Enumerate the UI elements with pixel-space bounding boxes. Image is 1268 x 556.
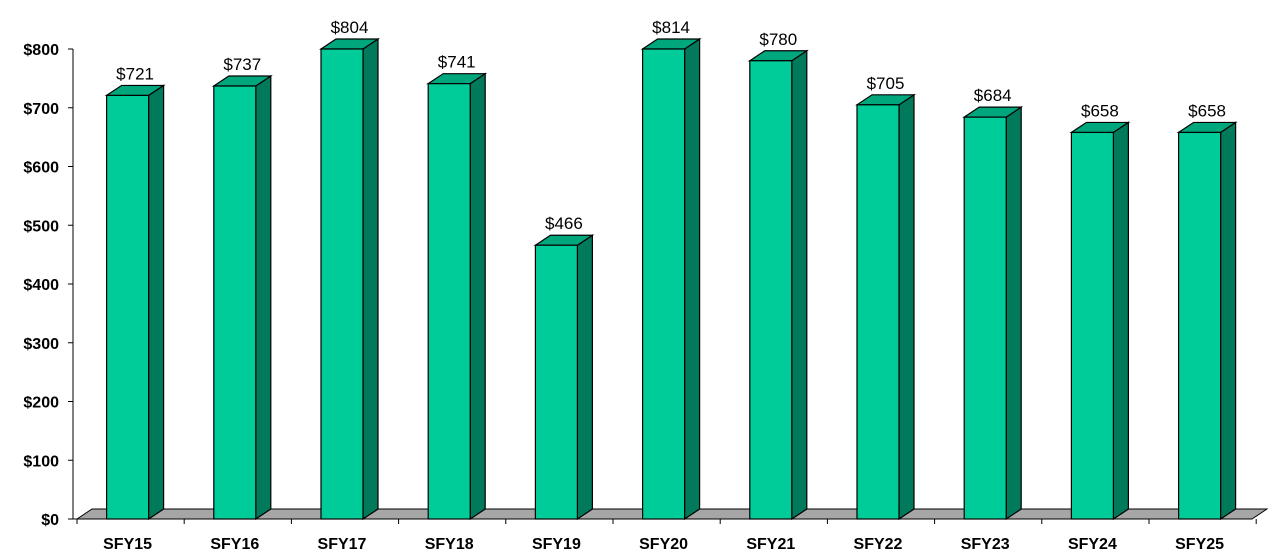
y-tick-label: $700 bbox=[23, 101, 59, 118]
data-label: $705 bbox=[867, 74, 905, 93]
bar-side-face bbox=[255, 74, 272, 521]
y-tick-label: $200 bbox=[23, 395, 59, 412]
data-label: $814 bbox=[652, 18, 690, 37]
y-tick-label: $100 bbox=[23, 453, 59, 470]
bar bbox=[855, 93, 916, 521]
y-axis: $0 $100 $200 $300 $400 $500 $600 $700 $800 bbox=[23, 42, 74, 529]
bar bbox=[640, 37, 702, 521]
y-tick-label: $500 bbox=[23, 218, 59, 235]
x-axis: SFY15 SFY16 SFY17 SFY18 SFY19 SFY20 SFY21 SFY22… bbox=[73, 518, 1257, 553]
y-tick-label: $600 bbox=[23, 160, 59, 177]
bar-side-face bbox=[898, 93, 915, 521]
data-label: $804 bbox=[331, 18, 369, 37]
x-tick-label: SFY22 bbox=[854, 536, 903, 553]
x-tick-label: SFY19 bbox=[532, 536, 581, 553]
bar bbox=[533, 234, 595, 521]
bar-side-face bbox=[1112, 121, 1130, 521]
bar-front-face bbox=[1070, 131, 1115, 520]
bar-front-face bbox=[1177, 131, 1222, 520]
bar-front-face bbox=[963, 116, 1007, 520]
bar-front-face bbox=[534, 244, 579, 520]
x-tick-label: SFY20 bbox=[639, 536, 688, 553]
bar-front-face bbox=[105, 94, 150, 520]
bar-side-face bbox=[1005, 106, 1022, 521]
bar bbox=[962, 106, 1024, 521]
y-tick-label: $300 bbox=[23, 336, 59, 353]
y-tick-label: $400 bbox=[23, 277, 59, 294]
bar-front-face bbox=[856, 104, 900, 520]
bar bbox=[211, 74, 273, 521]
bar bbox=[426, 72, 488, 521]
data-label: $658 bbox=[1081, 101, 1119, 120]
bar-side-face bbox=[683, 37, 701, 521]
bar-side-face bbox=[1219, 121, 1237, 521]
x-tick-label: SFY21 bbox=[746, 536, 795, 553]
data-label: $721 bbox=[116, 64, 154, 83]
bar bbox=[319, 37, 380, 521]
x-tick-label: SFY24 bbox=[1068, 536, 1117, 553]
bar bbox=[1069, 121, 1131, 521]
y-tick-label: $0 bbox=[41, 512, 59, 529]
bar bbox=[747, 49, 809, 521]
x-tick-label: SFY16 bbox=[210, 536, 259, 553]
bar-front-face bbox=[427, 83, 471, 520]
data-label: $684 bbox=[974, 86, 1012, 105]
x-tick-label: SFY15 bbox=[103, 536, 152, 553]
bar-front-face bbox=[320, 48, 364, 520]
bars bbox=[104, 37, 1238, 521]
bar-side-face bbox=[576, 234, 594, 521]
bar bbox=[104, 84, 166, 521]
bar-side-face bbox=[148, 84, 165, 521]
data-label: $658 bbox=[1188, 101, 1226, 120]
bar-front-face bbox=[749, 60, 793, 520]
x-tick-label: SFY23 bbox=[961, 536, 1010, 553]
bar-side-face bbox=[362, 37, 379, 521]
data-label: $741 bbox=[438, 53, 476, 72]
bar-front-face bbox=[641, 48, 686, 520]
bar bbox=[1176, 121, 1238, 521]
data-label: $466 bbox=[545, 214, 583, 233]
bar-side-face bbox=[791, 49, 808, 521]
y-tick-label: $800 bbox=[23, 42, 59, 59]
bar-front-face bbox=[213, 85, 257, 520]
data-label: $737 bbox=[223, 55, 261, 74]
data-label: $780 bbox=[759, 30, 797, 49]
x-tick-label: SFY17 bbox=[318, 536, 367, 553]
bar-side-face bbox=[469, 72, 486, 521]
x-tick-label: SFY18 bbox=[425, 536, 474, 553]
data-labels: $721 $737 $804 $741 $466 $814 $780 $705 $684 $658… bbox=[116, 18, 1226, 233]
x-tick-label: SFY25 bbox=[1175, 536, 1224, 553]
